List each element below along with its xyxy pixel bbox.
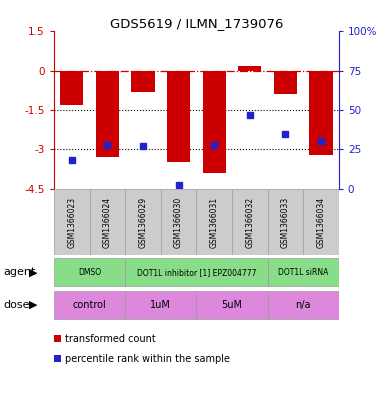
Text: GSM1366032: GSM1366032 bbox=[245, 196, 254, 248]
Bar bbox=[131, 71, 154, 92]
Bar bbox=[125, 258, 268, 286]
Text: GSM1366030: GSM1366030 bbox=[174, 196, 183, 248]
Bar bbox=[60, 71, 83, 105]
Text: 5uM: 5uM bbox=[221, 300, 243, 310]
Bar bbox=[310, 71, 333, 154]
Text: GSM1366031: GSM1366031 bbox=[210, 196, 219, 248]
Bar bbox=[54, 291, 125, 319]
Text: dose: dose bbox=[4, 300, 30, 310]
Text: DOT1L inhibitor [1] EPZ004777: DOT1L inhibitor [1] EPZ004777 bbox=[137, 268, 256, 277]
Text: DOT1L siRNA: DOT1L siRNA bbox=[278, 268, 328, 277]
Text: GSM1366034: GSM1366034 bbox=[316, 196, 325, 248]
Bar bbox=[54, 258, 125, 286]
Bar bbox=[96, 71, 119, 157]
Text: GSM1366023: GSM1366023 bbox=[67, 196, 76, 248]
Title: GDS5619 / ILMN_1739076: GDS5619 / ILMN_1739076 bbox=[110, 17, 283, 30]
Text: GSM1366033: GSM1366033 bbox=[281, 196, 290, 248]
Bar bbox=[125, 291, 196, 319]
Text: ▶: ▶ bbox=[28, 267, 37, 277]
Text: GSM1366029: GSM1366029 bbox=[139, 196, 147, 248]
Text: control: control bbox=[73, 300, 106, 310]
Bar bbox=[167, 71, 190, 162]
Text: ▶: ▶ bbox=[28, 300, 37, 310]
Text: DMSO: DMSO bbox=[78, 268, 101, 277]
Bar bbox=[268, 291, 339, 319]
Text: n/a: n/a bbox=[295, 300, 311, 310]
Bar bbox=[203, 71, 226, 173]
Bar bbox=[268, 258, 339, 286]
Text: transformed count: transformed count bbox=[65, 334, 156, 345]
Bar bbox=[238, 66, 261, 71]
Text: 1uM: 1uM bbox=[150, 300, 171, 310]
Bar bbox=[274, 71, 297, 94]
Text: percentile rank within the sample: percentile rank within the sample bbox=[65, 354, 230, 364]
Text: GSM1366024: GSM1366024 bbox=[103, 196, 112, 248]
Bar bbox=[196, 291, 268, 319]
Text: agent: agent bbox=[4, 267, 36, 277]
